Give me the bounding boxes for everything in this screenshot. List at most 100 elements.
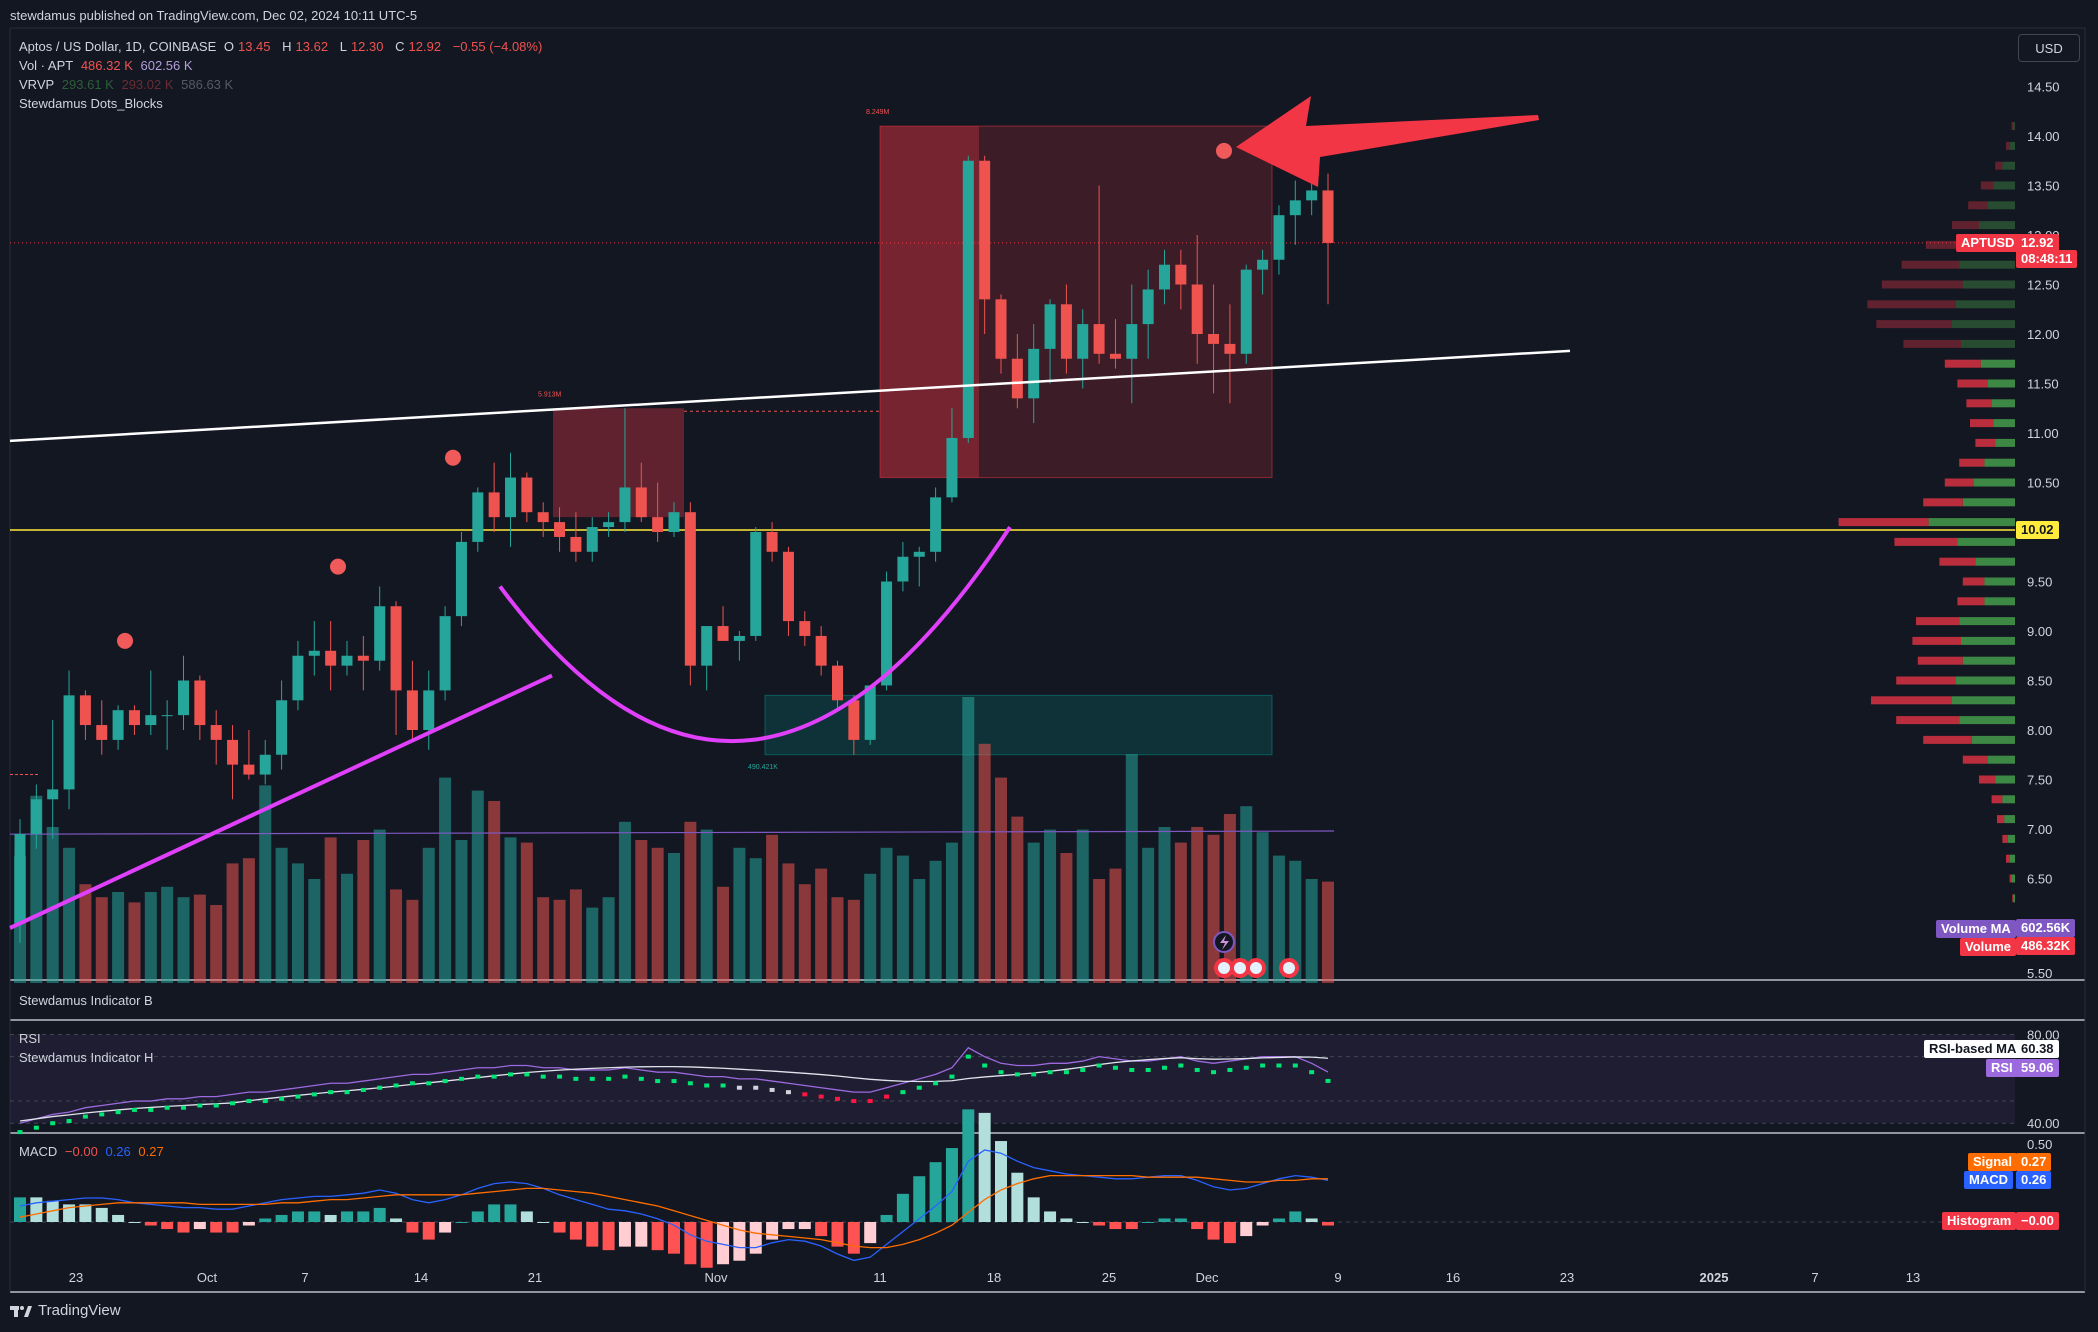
vrvp-up-bar <box>1962 498 2015 507</box>
time-axis-label: 11 <box>873 1270 887 1285</box>
macd-histogram-bar <box>406 1222 419 1233</box>
volume-bar <box>1289 860 1302 983</box>
indicator-h-label[interactable]: Stewdamus Indicator H <box>19 1050 154 1065</box>
indicator-h-mark <box>115 1110 121 1115</box>
candle-body <box>505 477 516 518</box>
volume-bar <box>504 837 517 983</box>
volume-bar <box>815 868 828 983</box>
vrvp-down-bar <box>2002 834 2008 843</box>
macd-histogram-bar <box>1240 1222 1253 1237</box>
candle-body <box>308 650 320 656</box>
macd-histogram-bar <box>913 1176 926 1222</box>
volume-bar <box>46 827 59 983</box>
macd-histogram-bar <box>144 1222 157 1226</box>
published-header: stewdamus published on TradingView.com, … <box>10 8 418 23</box>
indicator-h-mark <box>409 1081 415 1086</box>
volume-bar <box>1060 853 1073 983</box>
indicator-h-mark <box>262 1099 268 1104</box>
volume-bar <box>357 840 370 983</box>
macd-histogram-bar <box>439 1222 452 1233</box>
macd-histogram-bar <box>373 1207 386 1222</box>
tradingview-brand[interactable]: TradingView <box>10 1302 121 1319</box>
volume-bar <box>439 777 452 983</box>
candle-body <box>1273 215 1285 260</box>
indicator-h-mark <box>671 1079 677 1084</box>
indicator-h-mark <box>1129 1067 1135 1072</box>
volume-bar <box>455 840 468 983</box>
volume-bar <box>112 892 125 983</box>
flash-icon <box>1220 935 1229 950</box>
indicator-h-mark <box>311 1092 317 1097</box>
volume-bar <box>864 873 877 983</box>
indicator-b-label[interactable]: Stewdamus Indicator B <box>19 993 153 1008</box>
indicator-h-mark <box>900 1090 906 1095</box>
indicator-h-mark <box>442 1079 448 1084</box>
indicator-h-mark <box>279 1096 285 1101</box>
vrvp-legend[interactable]: VRVP 293.61 K 293.02 K 586.63 K <box>19 77 234 92</box>
macd-legend[interactable]: MACD −0.00 0.26 0.27 <box>19 1144 164 1159</box>
volume-bar <box>177 897 190 983</box>
candle-body <box>586 527 598 552</box>
vrvp-down-bar <box>1896 716 1960 725</box>
price-axis-label: 13.50 <box>2027 179 2060 194</box>
symbol-legend: Aptos / US Dollar, 1D, COINBASE O 13.45 H… <box>19 37 546 56</box>
indicator-h-mark <box>164 1105 170 1110</box>
indicator-h-mark <box>851 1099 857 1104</box>
price-axis-label: 14.00 <box>2027 129 2060 144</box>
vrvp-up-bar <box>1995 438 2015 447</box>
macd-histogram-bar <box>1076 1222 1089 1223</box>
indicator-h-mark <box>753 1085 759 1090</box>
vrvp-down-bar <box>1901 260 1960 269</box>
supply-box-inner <box>880 126 979 478</box>
macd-histogram-bar <box>291 1211 304 1222</box>
magenta-trendline <box>9 673 553 930</box>
macd-value-tag: 0.26 <box>2016 1171 2052 1189</box>
macd-histogram-bar <box>95 1207 108 1222</box>
candle-body <box>455 541 467 617</box>
macd-histogram-bar <box>569 1222 582 1240</box>
signal-dot <box>330 558 346 575</box>
macd-signal-line <box>19 1174 1328 1249</box>
macd-histogram-bar <box>1289 1211 1302 1222</box>
volume-bar <box>782 863 795 983</box>
signal-dot <box>1216 142 1232 159</box>
indicator-h-mark <box>884 1094 890 1099</box>
volume-bar <box>1093 879 1106 983</box>
dots-blocks-legend[interactable]: Stewdamus Dots_Blocks <box>19 96 163 111</box>
volume-bar <box>259 785 272 983</box>
macd-histogram-bar <box>700 1222 713 1268</box>
price-axis-label: 14.50 <box>2027 80 2060 95</box>
rsi-label[interactable]: RSI <box>19 1031 41 1046</box>
indicator-h-mark <box>916 1085 922 1090</box>
candle-body <box>1289 200 1301 216</box>
indicator-h-mark <box>1325 1078 1331 1083</box>
volume-bar <box>1142 847 1155 983</box>
candle-body <box>1191 284 1203 334</box>
candle-body <box>357 655 369 661</box>
vrvp-up-bar <box>1959 260 2015 269</box>
ohlc-high: H 13.62 <box>282 39 329 54</box>
candle-body <box>603 522 615 528</box>
candle-body <box>227 739 239 765</box>
candle-body <box>832 665 843 701</box>
currency-button[interactable]: USD <box>2018 34 2080 62</box>
volume-legend[interactable]: Vol · APT 486.32 K 602.56 K <box>19 58 193 73</box>
rsi-line <box>19 1046 1329 1124</box>
time-axis-label: 14 <box>414 1270 428 1285</box>
vrvp-down-bar <box>1894 537 1958 546</box>
candle-body <box>1257 259 1269 270</box>
candle-body <box>1240 269 1252 354</box>
vrvp-down-bar <box>1975 438 1996 447</box>
indicator-h-mark <box>736 1085 742 1090</box>
macd-histogram-bar <box>651 1222 664 1251</box>
macd-histogram-bar <box>896 1193 909 1222</box>
candle-body <box>848 700 860 740</box>
vrvp-down-bar <box>1944 478 1974 487</box>
candle-body <box>554 522 566 537</box>
time-axis-label: 7 <box>301 1270 308 1285</box>
indicator-h-mark <box>344 1090 350 1095</box>
indicator-h-mark <box>1211 1070 1217 1075</box>
rsi-tag-label: RSI <box>1986 1059 2018 1077</box>
vrvp-up-bar <box>1971 735 2015 744</box>
